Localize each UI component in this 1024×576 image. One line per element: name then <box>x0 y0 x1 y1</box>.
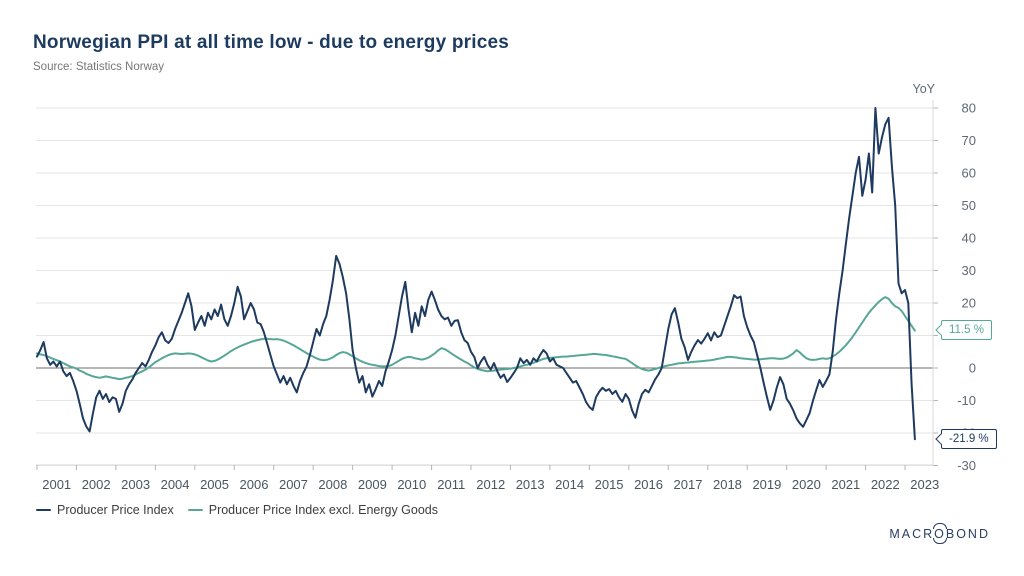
x-tick-label: 2002 <box>82 477 111 492</box>
y-tick-label: -10 <box>957 393 976 408</box>
source-note: Source: Statistics Norway <box>33 61 165 73</box>
x-tick-label: 2013 <box>516 477 545 492</box>
x-tick-label: 2019 <box>752 477 781 492</box>
logo-text-pre: MACR <box>889 527 935 541</box>
y-tick-label: 70 <box>962 133 976 148</box>
x-tick-label: 2010 <box>397 477 426 492</box>
y-tick-label: 0 <box>969 361 976 376</box>
logo-o-mark-icon: O <box>934 527 946 541</box>
macrobond-logo: MACR O BOND <box>889 527 990 541</box>
x-tick-label: 2016 <box>634 477 663 492</box>
x-tick-label: 2014 <box>555 477 584 492</box>
x-tick-label: 2004 <box>161 477 190 492</box>
y-tick-label: 40 <box>962 231 976 246</box>
last-value-callout-ppi: -21.9 % <box>941 428 997 449</box>
x-tick-label: 2012 <box>476 477 505 492</box>
x-tick-label: 2001 <box>42 477 71 492</box>
page-title: Norwegian PPI at all time low - due to e… <box>33 32 510 53</box>
x-tick-label: 2021 <box>831 477 860 492</box>
y-tick-label: 20 <box>962 296 976 311</box>
x-tick-label: 2018 <box>713 477 742 492</box>
x-tick-label: 2009 <box>358 477 387 492</box>
x-tick-label: 2005 <box>200 477 229 492</box>
y-tick-label: 80 <box>962 101 976 116</box>
ppi-excl-energy-line <box>36 296 916 381</box>
logo-text-post: BOND <box>945 527 990 541</box>
x-tick-label: 2003 <box>121 477 150 492</box>
x-tick-label: 2022 <box>871 477 900 492</box>
x-tick-label: 2020 <box>792 477 821 492</box>
y-tick-label: 50 <box>962 198 976 213</box>
y-axis-unit-label: YoY <box>912 82 935 96</box>
legend-line-swatch-navy <box>36 508 51 512</box>
legend-label: Producer Price Index excl. Energy Goods <box>208 503 439 517</box>
ppi-line <box>36 107 916 441</box>
legend: Producer Price Index Producer Price Inde… <box>36 503 438 517</box>
x-tick-label: 2006 <box>240 477 269 492</box>
legend-item-ppi-excl-energy: Producer Price Index excl. Energy Goods <box>187 503 439 517</box>
legend-label: Producer Price Index <box>57 503 174 517</box>
x-tick-label: 2011 <box>437 477 465 492</box>
y-tick-label: 60 <box>962 166 976 181</box>
last-value-callout-excl-energy: 11.5 % <box>941 320 992 341</box>
x-tick-label: 2017 <box>674 477 703 492</box>
x-tick-label: 2008 <box>318 477 347 492</box>
y-tick-label: 30 <box>962 263 976 278</box>
legend-item-ppi: Producer Price Index <box>36 503 174 517</box>
legend-line-swatch-teal <box>187 508 203 512</box>
y-tick-label: -30 <box>957 458 976 473</box>
x-tick-label: 2023 <box>910 477 939 492</box>
x-tick-label: 2007 <box>279 477 308 492</box>
x-tick-label: 2015 <box>595 477 624 492</box>
